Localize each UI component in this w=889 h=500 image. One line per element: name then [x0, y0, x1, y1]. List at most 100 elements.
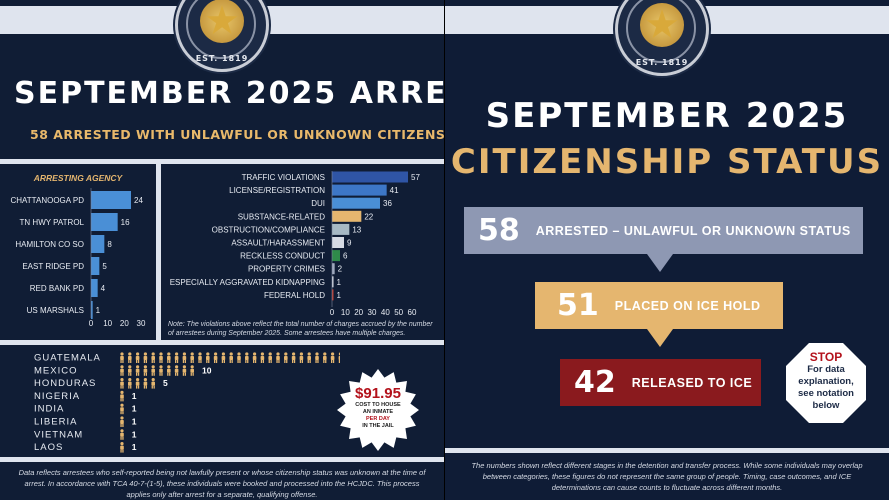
- charge-bar: [332, 250, 340, 262]
- person-icon: [159, 352, 163, 363]
- person-icon: [135, 378, 140, 389]
- person-icon: [174, 352, 179, 363]
- page-subtitle: 58 ARRESTED WITH UNLAWFUL OR UNKNOWN CIT…: [30, 127, 444, 142]
- left-panel: ★ EST. 1819 SEPTEMBER 2025 ARRESTEES 58 …: [0, 0, 444, 500]
- country-value: 1: [132, 442, 137, 452]
- agency-chart: ARRESTING AGENCY CHATTANOOGA PD 24 TN HWY P…: [11, 173, 146, 328]
- charge-tick: 40: [381, 308, 390, 317]
- person-icon: [174, 365, 179, 376]
- country-label: HONDURAS: [34, 378, 96, 389]
- country-value: 5: [163, 378, 168, 388]
- agency-label: HAMILTON CO SO: [15, 240, 84, 249]
- charge-value: 6: [343, 252, 348, 261]
- country-label: INDIA: [34, 404, 64, 415]
- person-icon: [120, 416, 124, 427]
- charge-value: 9: [347, 239, 352, 248]
- person-icon: [151, 365, 155, 376]
- agency-bar: [91, 257, 100, 275]
- agency-value: 4: [101, 284, 106, 293]
- country-value: 1: [132, 417, 137, 427]
- charge-tick: 50: [394, 308, 403, 317]
- person-icon: [143, 378, 148, 389]
- charges-chart: TRAFFIC VIOLATIONS 57 LICENSE/REGISTRATION…: [170, 171, 420, 317]
- charge-label: TRAFFIC VIOLATIONS: [242, 173, 325, 182]
- person-icon: [151, 352, 155, 363]
- starburst-icon: [337, 369, 419, 451]
- agency-chart-title: ARRESTING AGENCY: [33, 173, 124, 183]
- country-chart: GUATEMALA38MEXICO10HONDURAS5NIGERIA1INDI…: [34, 352, 340, 453]
- person-icon: [198, 352, 202, 363]
- right-title-line1: SEPTEMBER 2025: [485, 96, 849, 136]
- agency-tick: 20: [120, 319, 129, 328]
- country-label: NIGERIA: [34, 391, 80, 402]
- person-icon: [143, 352, 148, 363]
- person-icon: [167, 365, 171, 376]
- person-icon: [120, 365, 124, 376]
- step-ice-hold: 51 PLACED ON ICE HOLD: [535, 282, 783, 329]
- charge-value: 1: [337, 291, 342, 300]
- left-footer: Data reflects arrestees who self-reporte…: [18, 468, 426, 499]
- charge-label: LICENSE/REGISTRATION: [229, 186, 325, 195]
- country-value: 1: [132, 391, 137, 401]
- charge-bar: [332, 263, 335, 275]
- charge-label: ESPECIALLY AGGRAVATED KIDNAPPING: [170, 278, 325, 287]
- octagon-icon: [786, 343, 866, 423]
- star-icon: ★: [644, 2, 680, 48]
- charge-bar: [332, 276, 334, 288]
- person-icon: [307, 352, 311, 363]
- person-icon: [135, 352, 140, 363]
- agency-value: 16: [121, 218, 130, 227]
- right-panel: ★ EST. 1819 SEPTEMBER 2025 CITIZENSHIP S…: [445, 0, 889, 500]
- charge-value: 22: [364, 212, 373, 221]
- person-icon: [213, 352, 218, 363]
- cost-amount: $91.95: [355, 385, 401, 402]
- charge-bar: [332, 197, 380, 209]
- agency-bar: [91, 235, 105, 253]
- sheriff-seal: ★ EST. 1819: [175, 0, 269, 72]
- charge-label: ASSAULT/HARASSMENT: [231, 239, 325, 248]
- person-icon: [221, 352, 226, 363]
- person-icon: [182, 352, 187, 363]
- charge-tick: 60: [408, 308, 417, 317]
- charge-tick: 0: [330, 308, 335, 317]
- agency-label: EAST RIDGE PD: [22, 262, 84, 271]
- charge-tick: 30: [368, 308, 377, 317]
- person-icon: [276, 352, 280, 363]
- person-icon: [206, 352, 210, 363]
- sheriff-seal: ★ EST. 1819: [615, 0, 709, 76]
- charge-bar: [332, 184, 387, 196]
- agency-bar: [91, 213, 118, 231]
- arrow-down-icon: [647, 329, 673, 347]
- person-icon: [229, 352, 233, 363]
- person-icon: [120, 403, 124, 415]
- charge-value: 2: [338, 265, 343, 274]
- country-value: 1: [132, 429, 137, 439]
- person-icon: [252, 352, 257, 363]
- charge-value: 36: [383, 199, 392, 208]
- charge-tick: 10: [341, 308, 350, 317]
- charge-bar: [332, 237, 344, 248]
- agency-label: RED BANK PD: [30, 284, 84, 293]
- person-icon: [323, 352, 327, 363]
- stop-title: STOP: [809, 350, 843, 364]
- step-released: 42 RELEASED TO ICE: [560, 359, 761, 406]
- person-icon: [190, 352, 194, 363]
- agency-bar: [91, 191, 131, 209]
- page-title: SEPTEMBER 2025 ARRESTEES: [14, 76, 444, 111]
- person-icon: [120, 442, 124, 453]
- agency-bar: [91, 279, 98, 297]
- person-icon: [135, 365, 140, 376]
- agency-value: 8: [107, 240, 112, 249]
- charge-label: DUI: [311, 199, 325, 208]
- charge-value: 57: [411, 173, 420, 182]
- agency-label: US MARSHALS: [27, 306, 84, 315]
- person-icon: [190, 365, 194, 376]
- charge-bar: [332, 210, 362, 222]
- person-icon: [330, 352, 335, 363]
- person-icon: [128, 365, 132, 376]
- person-icon: [128, 378, 132, 389]
- country-label: LAOS: [34, 442, 63, 453]
- person-icon: [120, 429, 124, 440]
- charge-bar: [332, 223, 350, 235]
- charge-bar: [332, 171, 408, 183]
